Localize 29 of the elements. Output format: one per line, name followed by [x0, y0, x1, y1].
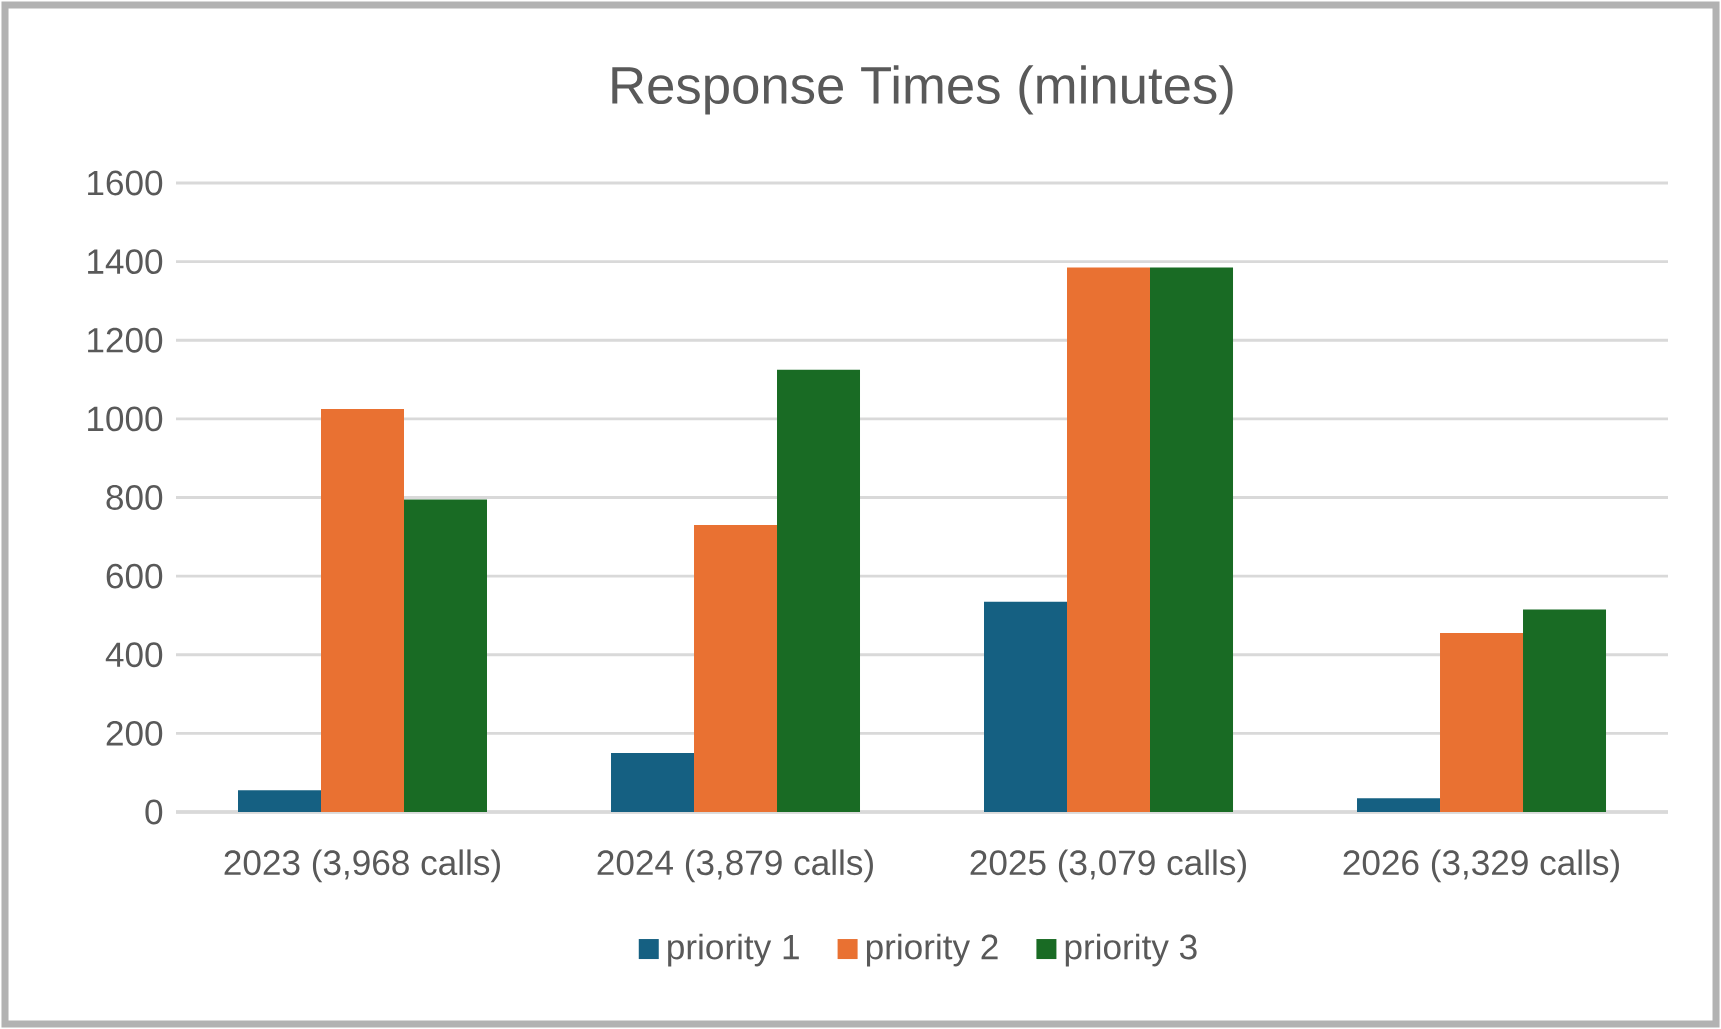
y-tick-label: 1200	[88, 327, 163, 353]
bar	[404, 499, 487, 812]
bar	[238, 790, 321, 812]
x-tick-label: 2023 (3,968 calls)	[224, 849, 500, 883]
y-tick-label: 1600	[88, 170, 163, 196]
y-tick-label: 1400	[88, 249, 163, 275]
bar	[1067, 267, 1151, 812]
y-tick-label: 400	[105, 642, 163, 668]
x-tick-label: 2024 (3,879 calls)	[597, 849, 873, 883]
y-tick-label: 200	[106, 720, 163, 746]
legend-label: priority 2	[866, 933, 998, 967]
chart-title: Response Times (minutes)	[612, 65, 1233, 115]
bar	[611, 753, 695, 812]
bar	[777, 369, 861, 812]
bar	[1523, 609, 1607, 812]
y-tick-label: 600	[106, 563, 163, 589]
y-tick-label: 1000	[88, 406, 163, 432]
bar	[694, 524, 778, 812]
x-tick-label: 2025 (3,079 calls)	[970, 849, 1246, 883]
legend-label: priority 1	[668, 933, 799, 967]
legend-label: priority 3	[1065, 933, 1197, 967]
bar	[1440, 633, 1524, 812]
x-tick-label: 2026 (3,329 calls)	[1343, 849, 1619, 883]
bar	[984, 601, 1068, 812]
bar	[1357, 798, 1441, 812]
bar	[1150, 267, 1234, 812]
y-tick-label: 0	[145, 799, 163, 825]
bar	[321, 409, 404, 812]
y-tick-label: 800	[106, 485, 163, 510]
